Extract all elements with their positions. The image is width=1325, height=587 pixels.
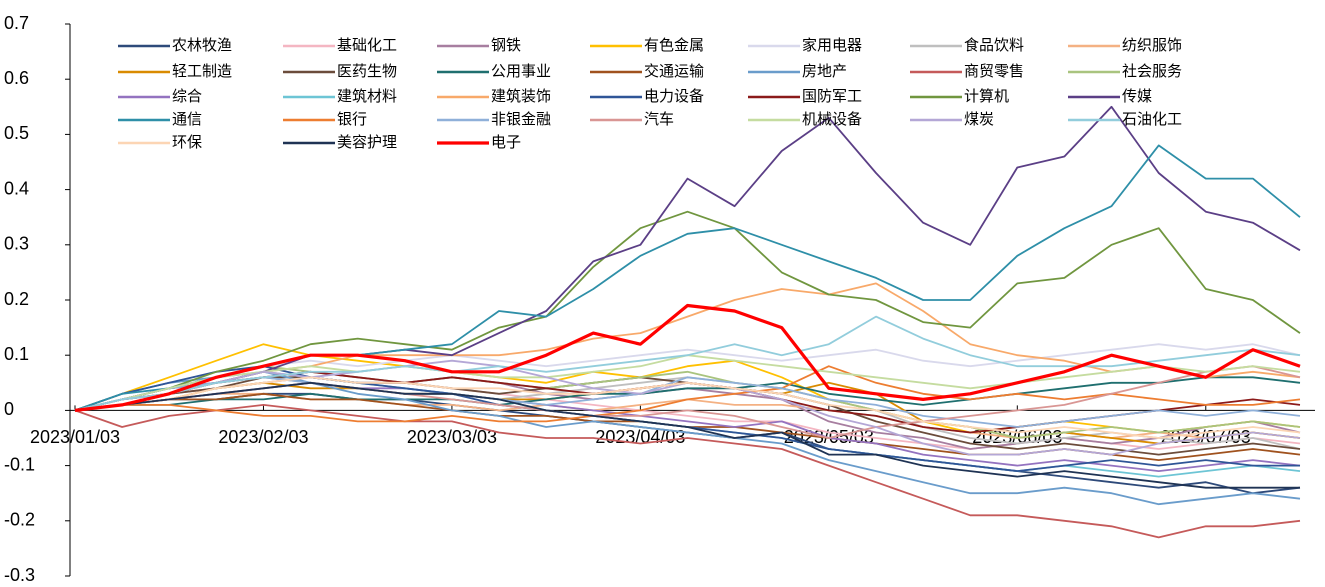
legend-label: 有色金属 [644, 37, 704, 54]
y-tick-label: 0.7 [4, 13, 29, 33]
series-line [74, 282, 1301, 412]
legend-label: 通信 [172, 111, 202, 128]
legend-label: 房地产 [802, 63, 847, 80]
x-tick-label: 2023/04/03 [595, 427, 685, 447]
y-tick-label: -0.1 [4, 454, 35, 474]
series-line [74, 343, 1301, 434]
x-tick-label: 2023/03/03 [407, 427, 497, 447]
legend-label: 银行 [337, 111, 367, 128]
y-tick-label: 0.2 [4, 289, 29, 309]
series-line [74, 210, 1301, 412]
series-line [74, 376, 1301, 412]
legend-label: 电子 [491, 134, 521, 151]
x-tick-label: 2023/02/03 [218, 427, 308, 447]
y-tick-label: 0.4 [4, 178, 29, 198]
legend-label: 轻工制造 [172, 63, 232, 80]
legend-label: 煤炭 [964, 111, 994, 128]
legend-label: 商贸零售 [964, 63, 1024, 80]
series-line [74, 365, 1301, 423]
legend-label: 综合 [172, 88, 202, 105]
y-tick-label: 0 [4, 399, 14, 419]
series-line [74, 315, 1301, 412]
legend-label: 汽车 [644, 111, 674, 128]
legend-label: 交通运输 [644, 62, 704, 80]
series-line [74, 365, 1301, 439]
legend-label: 纺织服饰 [1122, 37, 1182, 54]
y-tick-label: 0.3 [4, 234, 29, 254]
legend-label: 医药生物 [337, 63, 397, 80]
legend-label: 机械设备 [802, 111, 862, 128]
y-tick-label: 0.6 [4, 68, 29, 88]
y-tick-label: -0.3 [4, 565, 35, 585]
legend-label: 家用电器 [802, 37, 862, 54]
series-line [74, 370, 1301, 434]
series-line [74, 343, 1301, 412]
legend-label: 社会服务 [1122, 63, 1182, 80]
legend-label: 美容护理 [337, 134, 397, 151]
series-line [74, 105, 1301, 412]
legend-label: 石油化工 [1122, 111, 1182, 128]
legend-label: 公用事业 [491, 63, 551, 80]
legend-label: 建筑装饰 [491, 88, 551, 105]
legend-label: 环保 [172, 134, 202, 151]
legend-label: 基础化工 [337, 37, 397, 54]
legend-label: 农林牧渔 [172, 37, 232, 54]
legend-label: 电力设备 [644, 88, 704, 105]
x-tick-label: 2023/01/03 [30, 427, 120, 447]
legend-label: 国防军工 [802, 88, 862, 105]
legend-label: 传媒 [1122, 88, 1152, 105]
legend-label: 钢铁 [491, 37, 521, 54]
legend-label: 建筑材料 [337, 88, 397, 105]
series-line [74, 376, 1301, 428]
legend-label: 计算机 [964, 87, 1009, 105]
legend-label: 食品饮料 [964, 37, 1024, 54]
y-tick-label: 0.5 [4, 123, 29, 143]
y-tick-label: 0.1 [4, 344, 29, 364]
legend-label: 非银金融 [491, 111, 551, 128]
series-line [74, 303, 1301, 412]
series-line [74, 381, 1300, 489]
series-line [74, 376, 1301, 439]
y-tick-label: -0.2 [4, 510, 35, 530]
series-line [74, 404, 1301, 539]
